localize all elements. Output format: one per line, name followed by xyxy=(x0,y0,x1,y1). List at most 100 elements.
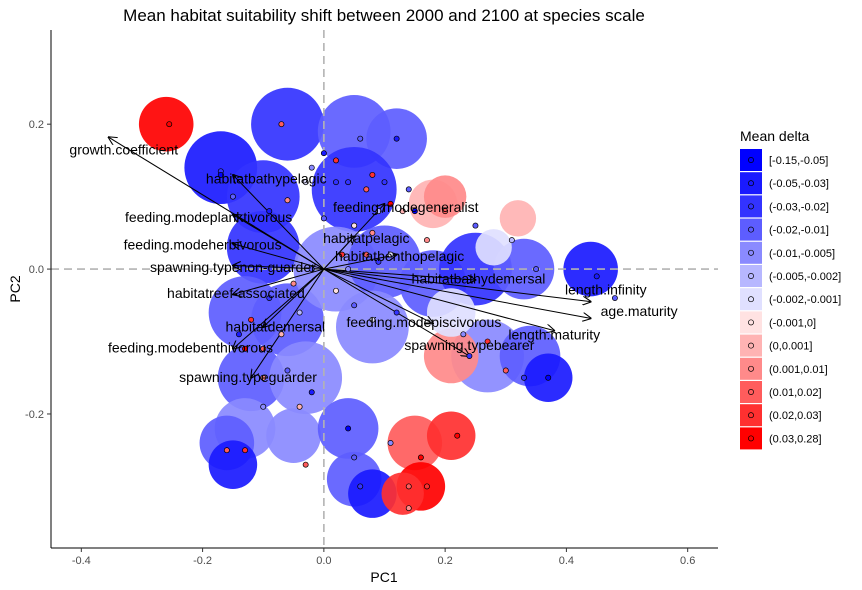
loading-label: feeding.modegeneralist xyxy=(333,199,479,215)
species-points xyxy=(166,121,618,512)
legend-label: (-0.01,-0.005] xyxy=(769,248,835,260)
species-point xyxy=(260,374,267,381)
legend-label: (-0.03,-0.02] xyxy=(769,201,829,213)
suitability-region xyxy=(311,146,397,232)
suitability-region xyxy=(138,96,194,152)
species-point xyxy=(284,197,291,204)
species-point xyxy=(308,164,315,171)
loading-arrow xyxy=(233,244,324,270)
species-point xyxy=(387,440,394,446)
species-point xyxy=(393,309,400,316)
species-point xyxy=(363,251,370,258)
suitability-region xyxy=(426,411,476,460)
y-axis-ticks: -0.2 0.0 0.2 xyxy=(25,119,51,421)
species-point xyxy=(242,345,248,352)
legend-label: (-0.002,-0.001] xyxy=(769,294,841,306)
species-point xyxy=(411,208,418,215)
species-point xyxy=(345,425,352,432)
loading-arrow xyxy=(233,175,325,270)
species-point xyxy=(545,374,552,381)
loading-arrow xyxy=(233,215,325,270)
species-point xyxy=(454,432,461,439)
x-tick-label: -0.4 xyxy=(72,555,91,567)
loading-label: length.infinity xyxy=(565,281,647,297)
loading-arrows xyxy=(109,137,591,378)
legend-label: (0.001,0.01] xyxy=(769,364,828,376)
species-point xyxy=(302,461,309,468)
species-point xyxy=(593,273,600,280)
x-tick-label: 0.2 xyxy=(437,555,452,567)
legend-title: Mean delta xyxy=(740,128,809,144)
suitability-region xyxy=(475,229,512,266)
chart-title: Mean habitat suitability shift between 2… xyxy=(123,6,645,25)
species-point xyxy=(369,171,376,178)
species-point xyxy=(521,374,527,381)
legend-key-point xyxy=(748,389,754,395)
species-point xyxy=(223,447,230,454)
species-point xyxy=(351,222,358,229)
legend-key-point xyxy=(748,203,754,210)
species-point xyxy=(345,266,352,273)
legend: Mean delta [-0.15,-0.05] (-0.05,-0.03] (-0… xyxy=(740,128,841,450)
species-point xyxy=(369,229,376,236)
species-point xyxy=(333,287,339,294)
legend-key-point xyxy=(748,296,754,303)
loading-arrow xyxy=(323,268,591,302)
y-axis-title: PC2 xyxy=(7,275,23,302)
species-point xyxy=(442,208,449,215)
legend-key-point xyxy=(748,157,754,163)
suitability-region xyxy=(499,200,537,237)
species-point xyxy=(387,200,394,207)
loading-label: growth.coefficient xyxy=(69,142,178,158)
species-point xyxy=(302,179,309,186)
x-tick-label: 0.0 xyxy=(316,555,331,567)
loading-arrow xyxy=(323,268,591,318)
loading-arrow xyxy=(251,268,325,378)
suitability-region xyxy=(251,283,324,357)
species-point xyxy=(166,121,173,128)
species-point xyxy=(248,316,255,323)
loading-arrow xyxy=(323,268,554,331)
suitability-region xyxy=(381,472,424,515)
species-point xyxy=(423,483,430,490)
loading-label: feeding.modepiscivorous xyxy=(346,314,501,330)
species-point xyxy=(369,316,376,323)
suitability-region xyxy=(426,288,476,337)
species-point xyxy=(393,135,400,142)
species-point xyxy=(502,367,509,374)
loading-label: habitatpelagic xyxy=(323,230,409,246)
legend-key-point xyxy=(748,180,754,187)
loading-label: feeding.modebenthivorous xyxy=(108,339,273,355)
suitability-region xyxy=(226,160,300,234)
species-point xyxy=(399,208,406,215)
suitability-region xyxy=(208,440,258,489)
legend-label: (0.01,0.02] xyxy=(769,387,822,399)
loading-arrow xyxy=(323,268,433,323)
species-point xyxy=(423,237,430,244)
species-point xyxy=(320,215,327,222)
legend-key-point xyxy=(748,342,754,349)
species-point xyxy=(357,483,364,490)
loading-arrow xyxy=(323,236,354,270)
species-point xyxy=(229,193,236,200)
loading-label: habitatbenthopelagic xyxy=(335,248,464,264)
legend-label: (-0.05,-0.03] xyxy=(769,178,829,190)
x-tick-label: 0.6 xyxy=(680,555,695,567)
species-point xyxy=(296,403,303,410)
suitability-region xyxy=(251,87,324,161)
legend-key-point xyxy=(748,412,754,419)
legend-key-point xyxy=(748,319,754,326)
species-point xyxy=(405,483,412,490)
loading-label: spawning.typeguarder xyxy=(179,369,317,385)
species-point xyxy=(266,295,273,302)
legend-label: (-0.02,-0.01] xyxy=(769,225,829,237)
legend-label: [-0.15,-0.05] xyxy=(769,155,828,167)
species-point xyxy=(533,266,540,273)
species-point xyxy=(417,454,424,461)
species-point xyxy=(266,208,273,215)
y-tick-label: -0.2 xyxy=(25,409,44,421)
legend-label: (-0.005,-0.002] xyxy=(769,271,841,283)
x-tick-label: 0.4 xyxy=(559,555,574,567)
species-point xyxy=(236,331,242,338)
loading-label: spawning.typebearer xyxy=(404,337,534,353)
